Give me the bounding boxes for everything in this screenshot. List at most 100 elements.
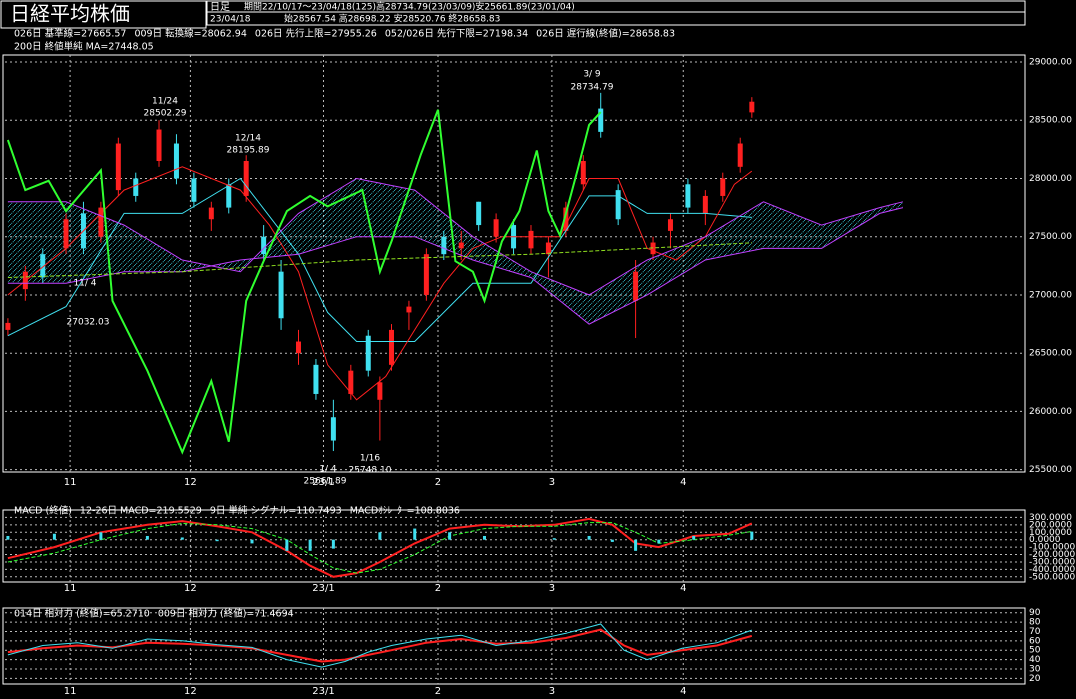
legend-entry: 026日 遅行線(終値)=28658.83 bbox=[536, 28, 675, 40]
x-tick-label: 2 bbox=[435, 686, 441, 697]
legend-entry: 009日 転換線=28062.94 bbox=[134, 28, 246, 40]
x-tick-label: 12 bbox=[184, 583, 197, 594]
candle-body bbox=[243, 160, 249, 196]
candle-body bbox=[388, 329, 394, 365]
x-tick-label: 2 bbox=[435, 477, 441, 488]
candle-body bbox=[441, 236, 447, 255]
annotation: 25748.10 bbox=[349, 466, 392, 476]
candle-body bbox=[563, 207, 569, 231]
y-tick-label: 20 bbox=[1029, 674, 1041, 684]
ichimoku-cloud bbox=[7, 178, 903, 325]
y-tick-label: 70 bbox=[1029, 627, 1041, 637]
x-tick-label: 11 bbox=[64, 583, 77, 594]
legend-entry: 200日 終値単純 MA=27448.05 bbox=[14, 41, 154, 53]
candle-body bbox=[5, 322, 11, 330]
candle-body bbox=[313, 364, 319, 394]
y-tick-label: 28000.00 bbox=[1029, 174, 1072, 184]
legend-entry: 12-26日 MACD=219.5529 bbox=[80, 506, 202, 517]
candle-body bbox=[580, 160, 586, 185]
series-line bbox=[7, 522, 752, 574]
series-line bbox=[7, 177, 904, 296]
x-tick-label: 2 bbox=[435, 583, 441, 594]
annotation: 11/24 bbox=[152, 97, 178, 107]
period-type: 日足 bbox=[210, 1, 230, 13]
annotation: 12/14 bbox=[235, 134, 261, 144]
legend-entry: 009日 相対力 (終値)=71.4694 bbox=[158, 608, 294, 620]
histogram-bar bbox=[331, 539, 335, 549]
histogram-bar bbox=[215, 539, 219, 542]
x-tick-label: 11 bbox=[64, 477, 77, 488]
y-tick-label: 28500.00 bbox=[1029, 116, 1072, 126]
y-tick-label: 27500.00 bbox=[1029, 232, 1072, 242]
histogram-bar bbox=[587, 535, 591, 540]
x-tick-label: 3 bbox=[549, 477, 555, 488]
histogram-bar bbox=[657, 539, 661, 544]
candle-body bbox=[63, 219, 69, 249]
candle-body bbox=[458, 242, 464, 249]
legend-entry: 052/026日 先行下限=27198.34 bbox=[385, 28, 528, 40]
y-tick-label: 90 bbox=[1029, 608, 1041, 618]
x-tick-label: 23/1 bbox=[312, 686, 334, 697]
candle-body bbox=[598, 108, 604, 132]
ohlc: 始28567.54 高28698.22 安28520.76 終28658.83 bbox=[284, 13, 500, 25]
candle-body bbox=[348, 370, 354, 394]
histogram-bar bbox=[634, 539, 638, 551]
header-row bbox=[206, 11, 1026, 26]
date: 23/04/18 bbox=[210, 15, 251, 25]
panel-frame bbox=[2, 509, 1026, 583]
y-tick-label: -300.0000 bbox=[1029, 557, 1075, 567]
candle-body bbox=[476, 201, 482, 226]
y-tick-label: 0.0000 bbox=[1029, 535, 1061, 545]
legend-entry: 026日 先行上限=27955.26 bbox=[255, 28, 377, 40]
candle-body bbox=[702, 195, 708, 214]
x-tick-label: 3 bbox=[549, 686, 555, 697]
y-tick-label: 30 bbox=[1029, 664, 1041, 674]
candle-body bbox=[720, 178, 726, 196]
histogram-bar bbox=[308, 539, 312, 551]
x-tick-label: 4 bbox=[680, 686, 686, 697]
candle-body bbox=[423, 254, 429, 295]
period: 期間22/10/17～23/04/18(125)高28734.79(23/03/… bbox=[244, 1, 575, 13]
panel-frame bbox=[2, 607, 1026, 685]
candle-body bbox=[667, 219, 673, 231]
y-tick-label: 26000.00 bbox=[1029, 407, 1072, 417]
histogram-bar bbox=[99, 532, 103, 540]
candle-body bbox=[615, 190, 621, 220]
y-tick-label: 200.0000 bbox=[1029, 520, 1072, 530]
candle-body bbox=[365, 335, 371, 371]
y-tick-label: 25500.00 bbox=[1029, 465, 1072, 475]
candle-body bbox=[330, 417, 336, 441]
candle-body bbox=[737, 143, 743, 167]
histogram-bar bbox=[727, 538, 731, 540]
y-tick-label: 80 bbox=[1029, 618, 1041, 628]
histogram-bar bbox=[552, 538, 556, 540]
series-line bbox=[7, 628, 753, 663]
histogram-bar bbox=[482, 535, 486, 540]
candle-body bbox=[296, 341, 302, 354]
candle-body bbox=[685, 184, 691, 208]
candle-body bbox=[156, 129, 162, 161]
series-line bbox=[7, 623, 752, 668]
histogram-bar bbox=[692, 535, 696, 540]
y-tick-label: 50 bbox=[1029, 646, 1041, 656]
y-tick-label: 40 bbox=[1029, 655, 1041, 665]
y-tick-label: 300.0000 bbox=[1029, 513, 1072, 523]
histogram-bar bbox=[378, 532, 382, 540]
x-tick-label: 4 bbox=[680, 583, 686, 594]
candle-body bbox=[40, 254, 46, 278]
histogram-bar bbox=[6, 535, 10, 540]
y-tick-label: -500.0000 bbox=[1029, 572, 1075, 582]
panel-frame bbox=[2, 54, 1026, 473]
candle-body bbox=[191, 178, 197, 202]
histogram-bar bbox=[750, 531, 754, 540]
histogram-bar bbox=[180, 537, 184, 540]
title-box bbox=[0, 0, 207, 29]
y-tick-label: 60 bbox=[1029, 636, 1041, 646]
candle-body bbox=[173, 143, 179, 179]
candle-body bbox=[633, 271, 639, 301]
annotation: 1/16 bbox=[360, 454, 380, 464]
histogram-bar bbox=[413, 528, 417, 540]
annotation: 25661.89 bbox=[304, 477, 347, 487]
x-tick-label: 12 bbox=[184, 477, 197, 488]
